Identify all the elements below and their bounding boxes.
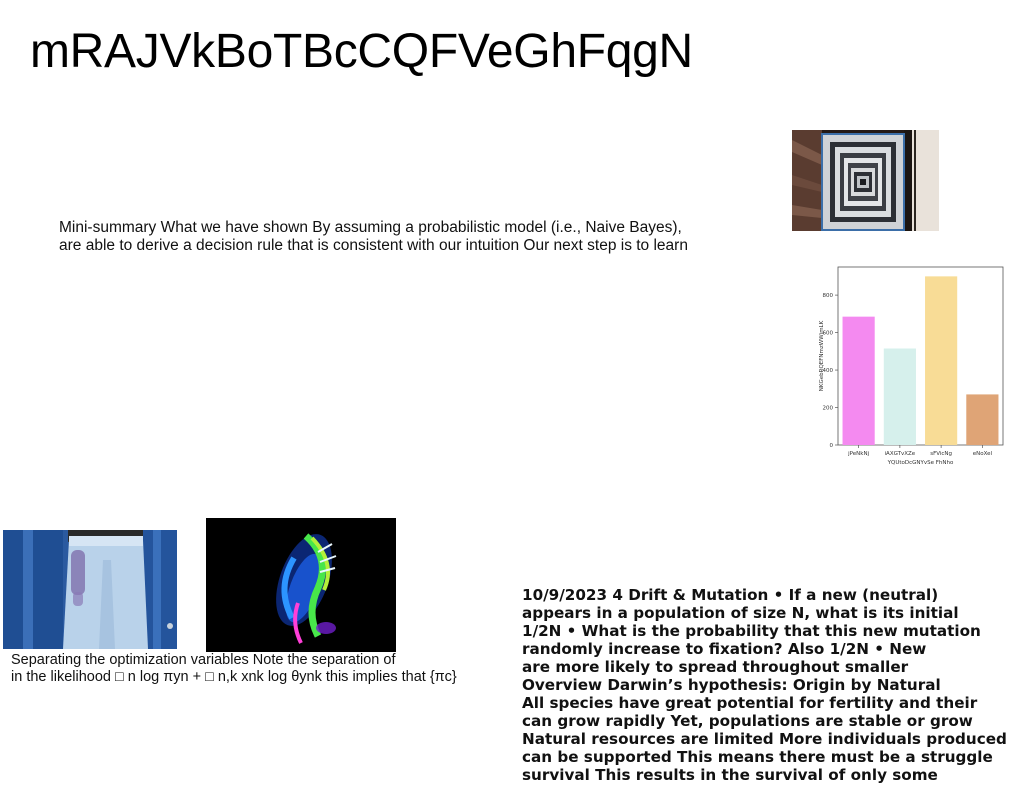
- optimization-text: Separating the optimization variables No…: [11, 652, 511, 686]
- mini-summary-text: Mini-summary What we have shown By assum…: [59, 219, 759, 255]
- chart-frame: [837, 266, 1004, 446]
- spiral-staircase-image: [792, 130, 939, 231]
- drift-line: can grow rapidly Yet, populations are st…: [522, 712, 973, 730]
- x-axis-label: YQUtoDcGNYvSe FhNho: [887, 460, 954, 466]
- drift-line: 10/9/2023 4 Drift & Mutation • If a new …: [522, 586, 939, 604]
- summary-line: Mini-summary What we have shown By assum…: [59, 219, 682, 236]
- drift-line: Overview Darwin’s hypothesis: Origin by …: [522, 676, 941, 694]
- drift-line: appears in a population of size N, what …: [522, 604, 959, 622]
- optimization-line: Separating the optimization variables No…: [11, 652, 396, 668]
- denim-outfit-photo: [3, 530, 177, 649]
- y-axis-label: NKGebRQEFNmzWWjmLK: [819, 320, 825, 391]
- drift-line: are more likely to spread throughout sma…: [522, 658, 909, 676]
- y-tick-label: 600: [823, 331, 834, 337]
- drift-line: All species have great potential for fer…: [522, 694, 978, 712]
- denim-outfit-image: [3, 530, 177, 649]
- light-trail-image: [206, 518, 396, 652]
- bar: [966, 394, 999, 445]
- light-trail-photo: [206, 518, 396, 652]
- bar-chart-svg: 0 200 400 600 800 jPeNkNj iAXGTvXZe sFVicNg eNoX…: [819, 266, 1004, 466]
- page-title: mRAJVkBoTBcCQFVeGhFqgN: [30, 25, 693, 78]
- drift-mutation-text: 10/9/2023 4 Drift & Mutation • If a new …: [522, 586, 1022, 784]
- y-tick-label: 800: [823, 293, 834, 299]
- x-tick-label: sFVicNg: [930, 451, 952, 457]
- drift-line: randomly increase to fixation? Also 1/2N…: [522, 640, 927, 658]
- drift-line: Natural resources are limited More indiv…: [522, 730, 1007, 748]
- bar-chart: 0 200 400 600 800 jPeNkNj iAXGTvXZe sFVicNg eNoX…: [812, 262, 1008, 472]
- drift-line: 1/2N • What is the probability that this…: [522, 622, 981, 640]
- drift-line: can be supported This means there must b…: [522, 748, 993, 766]
- y-tick-label: 400: [823, 368, 834, 374]
- drift-line: survival This results in the survival of…: [522, 766, 938, 784]
- spiral-staircase-photo: [792, 130, 939, 231]
- y-tick-label: 0: [830, 443, 834, 449]
- x-tick-label: eNoXel: [973, 451, 993, 457]
- bar: [883, 348, 916, 445]
- bar: [925, 276, 958, 445]
- x-tick-label: jPeNkNj: [847, 451, 869, 457]
- bar: [842, 316, 875, 445]
- summary-line: are able to derive a decision rule that …: [59, 237, 688, 254]
- y-tick-label: 200: [823, 406, 834, 412]
- optimization-line: in the likelihood □ n log πyn + □ n,k xn…: [11, 669, 457, 685]
- x-tick-label: iAXGTvXZe: [885, 451, 916, 457]
